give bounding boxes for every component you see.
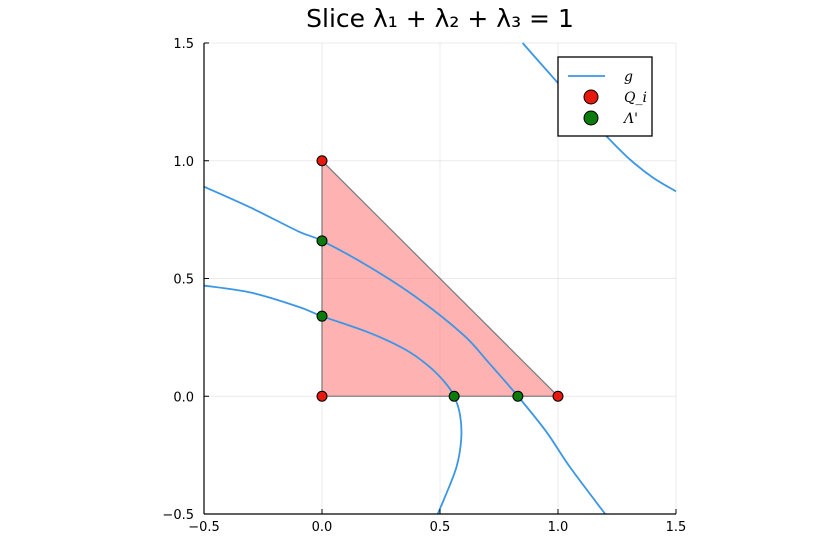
legend-label: Λ' (622, 111, 638, 127)
x-tick-label: 0.0 (312, 520, 333, 535)
legend-point-swatch (583, 89, 599, 105)
lambda-point (448, 390, 460, 402)
y-tick-label: 1.0 (173, 155, 194, 170)
lambda-point (316, 235, 328, 247)
legend: g Q_i Λ' (557, 56, 653, 137)
x-tick-label: 1.5 (666, 520, 687, 535)
lambda-point (512, 390, 524, 402)
y-tick-label: 0.0 (173, 390, 194, 405)
y-tick-label: −0.5 (162, 508, 194, 523)
g-curve-2 (203, 185, 606, 515)
y-tick-label: 1.5 (173, 37, 194, 52)
x-tick-label: 1.0 (548, 520, 569, 535)
q-point (316, 155, 328, 167)
legend-label: Q_i (624, 90, 647, 106)
lambda-point (316, 310, 328, 322)
x-tick-label: −0.5 (188, 520, 220, 535)
chart-title: Slice λ₁ + λ₂ + λ₃ = 1 (306, 4, 574, 33)
q-point (552, 390, 564, 402)
point-layer (316, 155, 564, 402)
g-curve-3 (203, 284, 463, 515)
legend-point-swatch (583, 110, 599, 126)
y-tick-label: 0.5 (173, 273, 194, 288)
legend-box (557, 56, 653, 137)
axis-layer: −0.5 0.0 0.5 1.0 1.5 −0.5 0.0 0.5 1.0 1.5 (162, 37, 686, 535)
x-tick-label: 0.5 (430, 520, 451, 535)
legend-label: g (624, 69, 633, 85)
q-point (316, 390, 328, 402)
